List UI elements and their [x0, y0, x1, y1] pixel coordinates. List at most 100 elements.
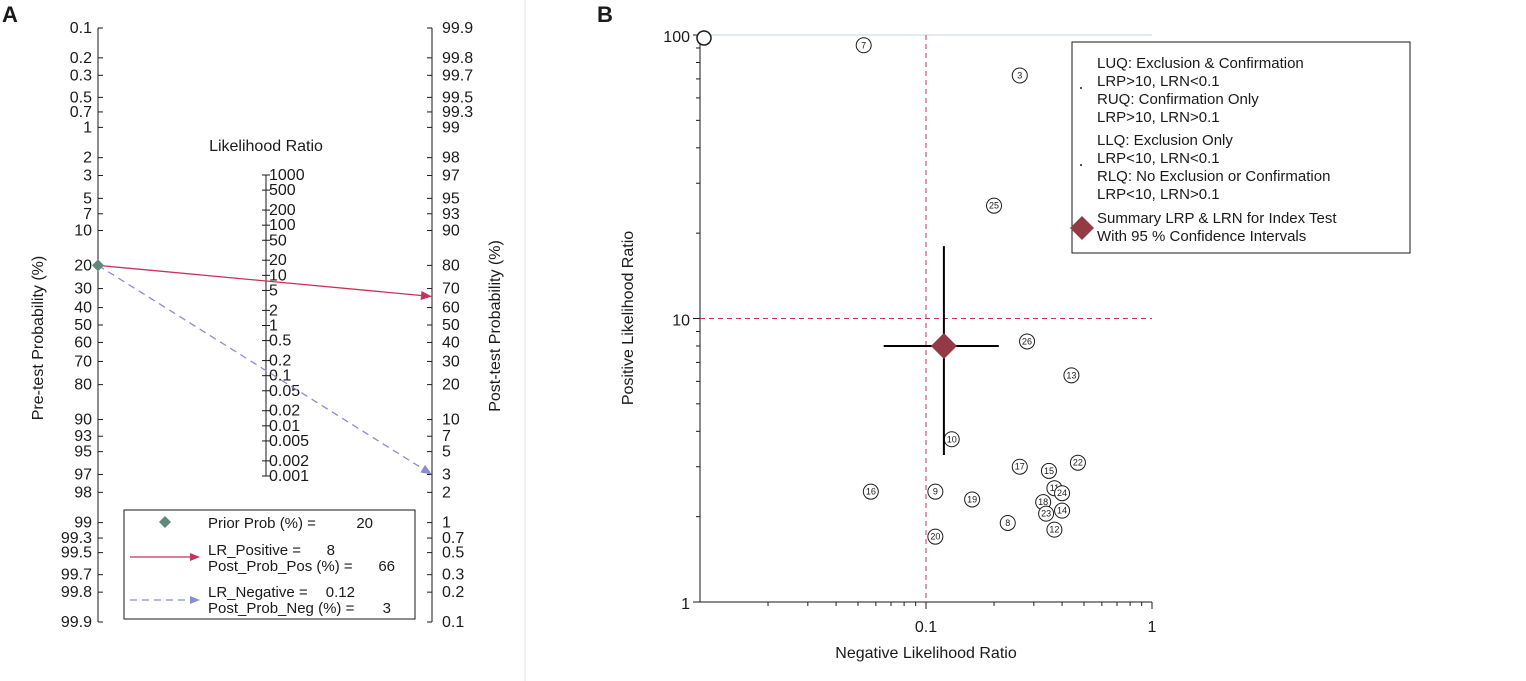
legend-lrn-label: LR_Negative =	[208, 584, 308, 601]
pre-tick-label: 99.5	[61, 545, 92, 562]
panel-b-label: B	[597, 2, 613, 27]
pre-test-axis-label: Pre-test Probability (%)	[30, 256, 47, 421]
y-tick-label: 1	[681, 596, 690, 613]
post-tick-label: 60	[442, 300, 460, 317]
post-tick-label: 99.7	[442, 67, 473, 84]
legend-negative-arrow	[190, 596, 200, 604]
x-tick-label: 0.1	[915, 619, 937, 636]
study-point	[927, 528, 944, 545]
study-label: 18	[1038, 497, 1048, 507]
post-tick-label: 90	[442, 223, 460, 240]
study-label: 15	[1044, 466, 1054, 476]
pre-tick-label: 90	[74, 411, 92, 428]
lr-tick-label: 0.01	[269, 418, 300, 435]
lr-tick-label: 1000	[269, 167, 305, 184]
quadrant-legend-box	[1071, 41, 1411, 254]
study-point-edge	[696, 30, 712, 46]
study-point	[999, 514, 1016, 531]
post-tick-label: 0.1	[442, 614, 464, 631]
study-point	[1054, 502, 1071, 519]
legend-ppn-value: 3	[383, 600, 391, 617]
lr-tick-label: 0.05	[269, 383, 300, 400]
study-label: 7	[861, 40, 866, 50]
pre-tick-label: 0.7	[70, 104, 92, 121]
pre-tick-label: 99	[74, 515, 92, 532]
pre-tick-label: 30	[74, 281, 92, 298]
legend-lrp-value: 8	[327, 542, 335, 559]
pre-tick-label: 0.2	[70, 50, 92, 67]
study-label: 8	[1005, 518, 1010, 528]
post-tick-label: 50	[442, 317, 460, 334]
summary-diamond	[930, 332, 957, 359]
post-tick-label: 0.2	[442, 584, 464, 601]
legend-prior-marker	[159, 516, 171, 528]
lr-tick-label: 200	[269, 202, 296, 219]
lr-tick-label: 50	[269, 232, 287, 249]
legend-ppp-value: 66	[378, 558, 395, 575]
study-point	[1046, 521, 1063, 538]
study-point	[1019, 333, 1036, 350]
legend-llq-rule: LRP<10, LRN<0.1	[1097, 150, 1220, 167]
post-tick-label: 99	[442, 119, 460, 136]
pre-tick-label: 7	[83, 206, 92, 223]
legend-rlq-title: RLQ: No Exclusion or Confirmation	[1097, 168, 1330, 185]
post-tick-label: 30	[442, 353, 460, 370]
study-point	[1011, 67, 1028, 84]
x-major-ticks: 0.1 1	[915, 602, 1157, 636]
legend-ruq-rule: LRP>10, LRN>0.1	[1097, 109, 1220, 126]
lr-tick-label: 0.005	[269, 433, 309, 450]
legend-summary-diamond	[1070, 216, 1094, 240]
study-point	[1011, 458, 1028, 475]
pre-tick-label: 99.7	[61, 567, 92, 584]
y-major-ticks: 1 10 100	[663, 29, 700, 613]
post-test-ticks: 99.999.899.799.599.399989795939080706050…	[427, 20, 473, 631]
legend-ruq-title: RUQ: Confirmation Only	[1097, 91, 1259, 108]
study-label: 9	[933, 487, 938, 497]
pre-tick-label: 0.5	[70, 89, 92, 106]
x-axis-label: Negative Likelihood Ratio	[835, 645, 1017, 662]
study-point	[1063, 367, 1080, 384]
study-label: 19	[967, 494, 977, 504]
study-label: 20	[930, 532, 940, 542]
pre-tick-label: 2	[83, 150, 92, 167]
post-tick-label: 0.3	[442, 567, 464, 584]
pre-tick-label: 99.9	[61, 614, 92, 631]
study-label: 16	[866, 487, 876, 497]
quadrant-legend: LUQ: Exclusion & Confirmation LRP>10, LR…	[1070, 41, 1411, 254]
study-point	[855, 37, 872, 54]
lr-tick-label: 0.1	[269, 368, 291, 385]
pre-tick-label: 3	[83, 168, 92, 185]
pre-tick-label: 0.3	[70, 67, 92, 84]
negative-lr-line	[97, 264, 433, 476]
study-label: 14	[1057, 506, 1067, 516]
post-tick-label: 97	[442, 168, 460, 185]
pre-tick-label: 99.3	[61, 530, 92, 547]
study-label: 22	[1073, 458, 1083, 468]
legend-dot-upper	[1080, 87, 1082, 89]
legend-summary-line1: Summary LRP & LRN for Index Test	[1097, 210, 1337, 227]
study-label: 17	[1015, 462, 1025, 472]
study-label: 3	[1017, 70, 1022, 80]
pre-tick-label: 97	[74, 466, 92, 483]
lr-tick-label: 2	[269, 302, 278, 319]
post-tick-label: 99.8	[442, 50, 473, 67]
likelihood-ratio-ticks: 10005002001005020105210.50.20.10.050.020…	[262, 167, 309, 485]
post-tick-label: 99.3	[442, 104, 473, 121]
nomogram-legend: Prior Prob (%) = 20 LR_Positive = 8 Post…	[123, 509, 416, 620]
lr-tick-label: 0.02	[269, 403, 300, 420]
lr-tick-label: 500	[269, 182, 296, 199]
lr-tick-label: 0.2	[269, 353, 291, 370]
post-tick-label: 2	[442, 484, 451, 501]
lr-tick-label: 5	[269, 282, 278, 299]
pre-tick-label: 40	[74, 300, 92, 317]
x-tick-label: 1	[1148, 619, 1157, 636]
pre-tick-label: 93	[74, 428, 92, 445]
pre-tick-label: 80	[74, 377, 92, 394]
post-tick-label: 93	[442, 206, 460, 223]
post-tick-label: 0.5	[442, 545, 464, 562]
post-tick-label: 95	[442, 190, 460, 207]
